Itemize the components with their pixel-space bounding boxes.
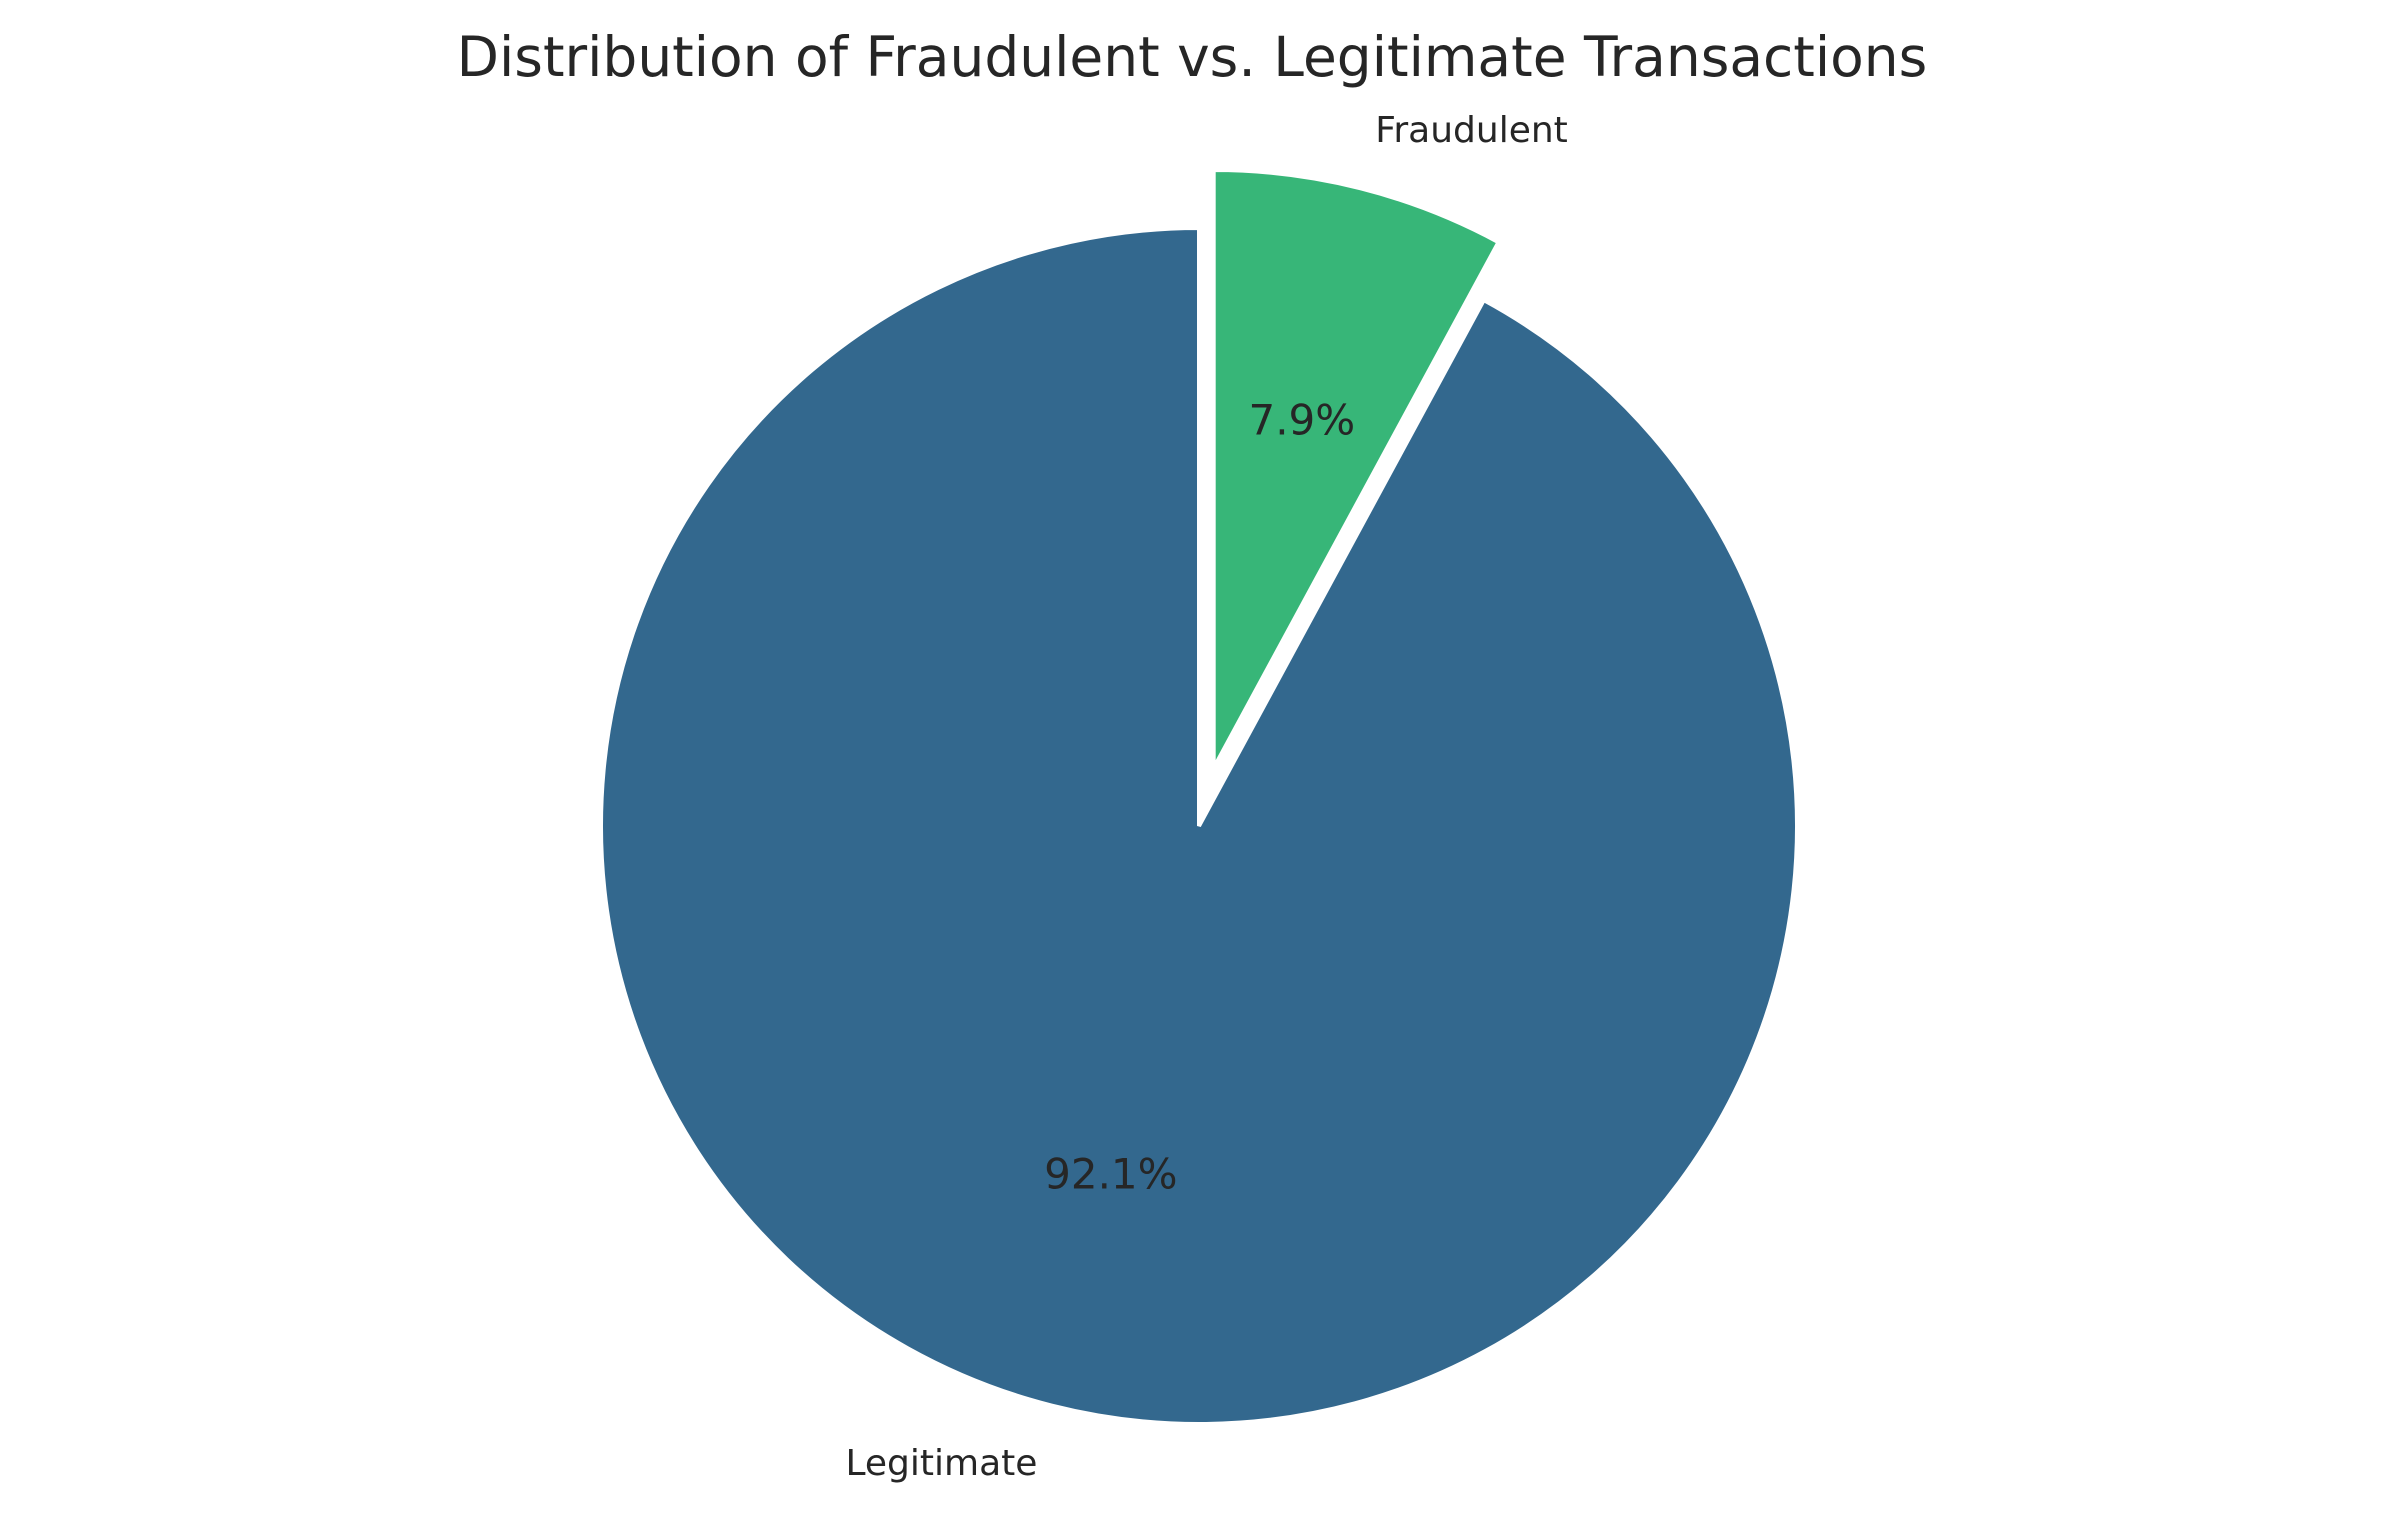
slice-label-fraudulent: Fraudulent — [1375, 110, 1568, 151]
pie-slices — [599, 168, 1799, 1426]
pct-label-fraudulent: 7.9% — [1248, 396, 1355, 445]
pie-slice-legitimate — [599, 225, 1799, 1426]
chart-title: Distribution of Fraudulent vs. Legitimat… — [457, 25, 1928, 89]
pie-labels: Fraudulent 7.9% Legitimate 92.1% — [845, 110, 1567, 1484]
pct-label-legitimate: 92.1% — [1044, 1149, 1177, 1198]
pie-slice-fraudulent — [1211, 168, 1502, 769]
slice-label-legitimate: Legitimate — [845, 1443, 1037, 1484]
